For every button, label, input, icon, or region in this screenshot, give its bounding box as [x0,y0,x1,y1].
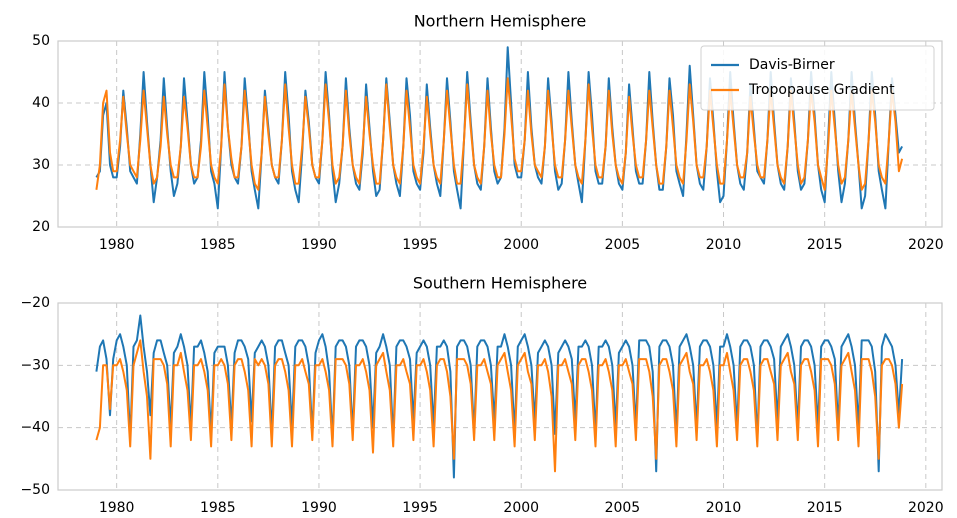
x-tick-label: 2000 [503,237,539,253]
x-tick-label: 2000 [503,500,539,516]
y-tick-label: 20 [32,219,50,235]
x-tick-label: 1980 [99,500,135,516]
x-tick-label: 2010 [706,237,742,253]
x-tick-label: 1995 [402,237,438,253]
chart-title: Southern Hemisphere [413,274,587,293]
x-tick-label: 2015 [807,237,843,253]
data-line [95,77,904,191]
y-tick-label: 30 [32,157,50,173]
y-tick-label: −40 [20,420,50,436]
plot-frame [57,40,943,228]
y-tick-label: 40 [32,95,50,111]
x-tick-label: 1990 [301,500,337,516]
data-line [95,314,904,479]
x-tick-label: 2005 [605,500,641,516]
legend-label: Davis-Birner [749,57,835,73]
x-tick-label: 1990 [301,237,337,253]
x-tick-label: 2015 [807,500,843,516]
chart-title: Northern Hemisphere [414,12,587,31]
x-tick-label: 1980 [99,237,135,253]
y-tick-label: 50 [32,33,50,49]
x-tick-label: 1985 [200,237,236,253]
y-tick-label: −20 [20,295,50,311]
legend-box [700,45,935,111]
y-tick-label: −30 [20,357,50,373]
x-tick-label: 2020 [908,500,944,516]
x-tick-label: 1985 [200,500,236,516]
y-tick-label: −50 [20,482,50,498]
plot-frame [57,302,943,491]
x-tick-label: 2020 [908,237,944,253]
x-tick-label: 1995 [402,500,438,516]
legend-label: Tropopause Gradient [748,82,895,98]
data-line [95,339,904,473]
x-tick-label: 2005 [605,237,641,253]
x-tick-label: 2010 [706,500,742,516]
